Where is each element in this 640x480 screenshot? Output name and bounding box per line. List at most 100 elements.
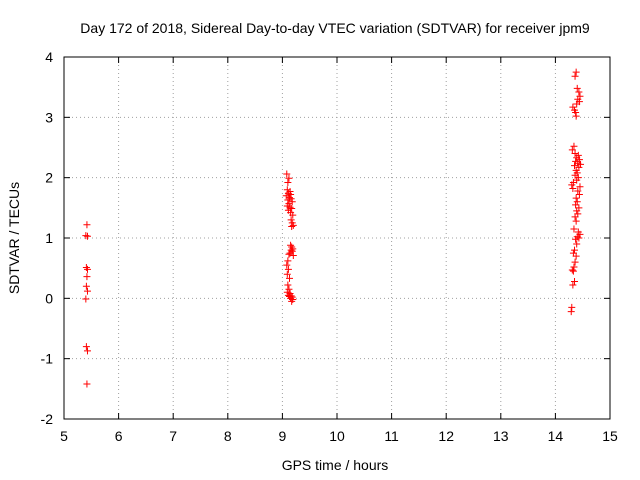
x-tick-label: 11	[384, 428, 399, 444]
data-point-marker	[289, 252, 297, 259]
data-point-marker	[284, 265, 292, 273]
data-point-marker	[575, 88, 583, 96]
x-tick-label: 6	[115, 428, 123, 444]
data-point-marker	[83, 232, 91, 240]
y-tick-label: 1	[45, 230, 53, 246]
data-point-marker	[288, 198, 296, 206]
y-tick-label: 0	[45, 290, 53, 306]
data-point-marker	[574, 187, 582, 195]
data-point-marker	[571, 246, 579, 254]
x-tick-label: 12	[438, 428, 454, 444]
data-point-marker	[289, 221, 297, 229]
data-points	[82, 68, 585, 388]
y-tick-label: -2	[41, 411, 54, 427]
data-point-marker	[83, 221, 91, 229]
data-point-marker	[567, 308, 575, 316]
data-point-marker	[573, 84, 581, 92]
x-tick-label: 9	[279, 428, 287, 444]
data-point-marker	[287, 191, 295, 199]
data-point-marker	[568, 303, 576, 311]
x-tick-label: 14	[548, 428, 564, 444]
data-point-marker	[571, 258, 579, 266]
y-tick-label: 3	[45, 109, 53, 125]
data-point-marker	[568, 266, 576, 274]
y-tick-label: 4	[45, 49, 53, 65]
y-axis-label: SDTVAR / TECUs	[6, 182, 22, 294]
data-point-marker	[572, 194, 580, 202]
data-point-marker	[289, 296, 297, 304]
data-point-marker	[570, 142, 578, 150]
x-axis-label: GPS time / hours	[282, 457, 389, 473]
x-tick-label: 13	[493, 428, 509, 444]
data-point-marker	[285, 250, 293, 258]
data-point-marker	[283, 170, 291, 178]
data-point-marker	[83, 273, 91, 281]
data-point-marker	[284, 178, 292, 186]
x-tick-label: 5	[60, 428, 68, 444]
data-point-marker	[283, 270, 291, 278]
chart-title: Day 172 of 2018, Sidereal Day-to-day VTE…	[80, 20, 590, 36]
data-point-marker	[571, 72, 579, 80]
data-point-marker	[83, 347, 91, 355]
data-point-marker	[288, 243, 296, 251]
x-tick-label: 10	[329, 428, 345, 444]
axis-ticks	[63, 56, 611, 420]
data-point-marker	[285, 285, 293, 293]
data-point-marker	[572, 201, 580, 209]
data-point-marker	[82, 232, 90, 240]
data-point-marker	[82, 295, 90, 303]
data-point-marker	[571, 150, 579, 158]
data-point-marker	[572, 217, 580, 225]
data-point-marker	[287, 195, 295, 203]
data-point-marker	[576, 183, 584, 191]
data-point-marker	[285, 174, 293, 182]
grid-lines	[64, 57, 610, 419]
data-point-marker	[573, 198, 581, 206]
data-point-marker	[569, 185, 577, 193]
data-point-marker	[572, 112, 580, 120]
data-point-marker	[572, 235, 580, 243]
data-point-marker	[573, 100, 581, 108]
data-point-marker	[568, 181, 576, 189]
data-point-marker	[571, 162, 579, 170]
data-point-marker	[286, 203, 294, 211]
data-point-marker	[569, 267, 577, 275]
data-point-marker	[573, 207, 581, 215]
data-point-marker	[288, 204, 296, 212]
data-point-marker	[572, 109, 580, 117]
x-tick-label: 15	[602, 428, 618, 444]
y-tick-labels: -2 -1 0 1 2 3 4	[41, 49, 54, 427]
y-tick-label: -1	[41, 351, 54, 367]
data-point-marker	[82, 264, 90, 272]
data-point-marker	[569, 281, 577, 289]
data-point-marker	[83, 265, 91, 273]
data-point-marker	[573, 240, 581, 248]
y-tick-label: 2	[45, 170, 53, 186]
data-point-marker	[575, 234, 583, 242]
data-point-marker	[568, 146, 576, 154]
data-point-marker	[288, 297, 296, 305]
data-point-marker	[569, 103, 577, 111]
data-point-marker	[83, 380, 91, 388]
data-point-marker	[286, 188, 294, 196]
data-point-marker	[283, 261, 291, 269]
data-point-marker	[284, 257, 292, 265]
data-point-marker	[287, 241, 295, 249]
data-point-marker	[571, 213, 579, 221]
data-point-marker	[572, 252, 580, 260]
data-point-marker	[82, 282, 90, 290]
x-tick-labels: 5 6 7 8 9 10 11 12 13 14 15	[60, 428, 618, 444]
data-point-marker	[284, 196, 292, 204]
data-point-marker	[575, 156, 583, 164]
data-point-marker	[288, 223, 296, 231]
x-tick-label: 7	[169, 428, 177, 444]
data-point-marker	[289, 211, 297, 219]
data-point-marker	[577, 160, 585, 168]
data-point-marker	[82, 343, 90, 351]
data-point-marker	[572, 68, 580, 76]
data-point-marker	[570, 225, 578, 233]
data-point-marker	[284, 281, 292, 289]
data-point-marker	[570, 263, 578, 271]
data-point-marker	[287, 246, 295, 254]
